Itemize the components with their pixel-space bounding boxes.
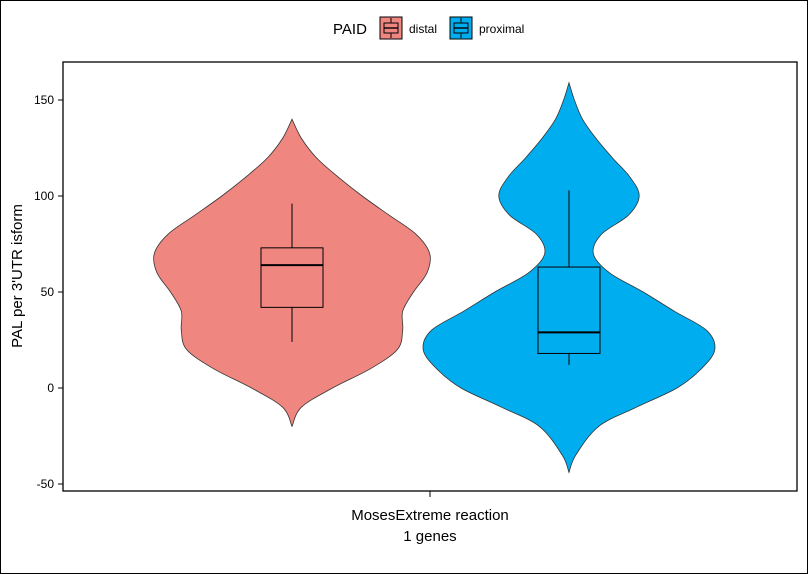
x-axis-label-line2: 1 genes (403, 528, 456, 545)
y-tick-label: 150 (34, 93, 54, 107)
y-tick-label: -50 (37, 477, 55, 491)
box-proximal (537, 266, 601, 354)
box-distal (260, 247, 324, 308)
legend-title: PAID (333, 21, 367, 38)
legend-label-proximal: proximal (479, 22, 524, 36)
x-axis-label: MosesExtreme reaction (351, 507, 509, 524)
y-tick-label: 100 (34, 189, 54, 203)
legend-label-distal: distal (409, 22, 437, 36)
violins (153, 81, 716, 474)
y-tick-label: 50 (41, 285, 55, 299)
legend: PAID distal proximal (333, 16, 524, 40)
y-axis: -50 0 50 100 150 (34, 93, 63, 491)
y-axis-label: PAL per 3'UTR isform (9, 204, 26, 348)
y-tick-label: 0 (47, 381, 54, 395)
